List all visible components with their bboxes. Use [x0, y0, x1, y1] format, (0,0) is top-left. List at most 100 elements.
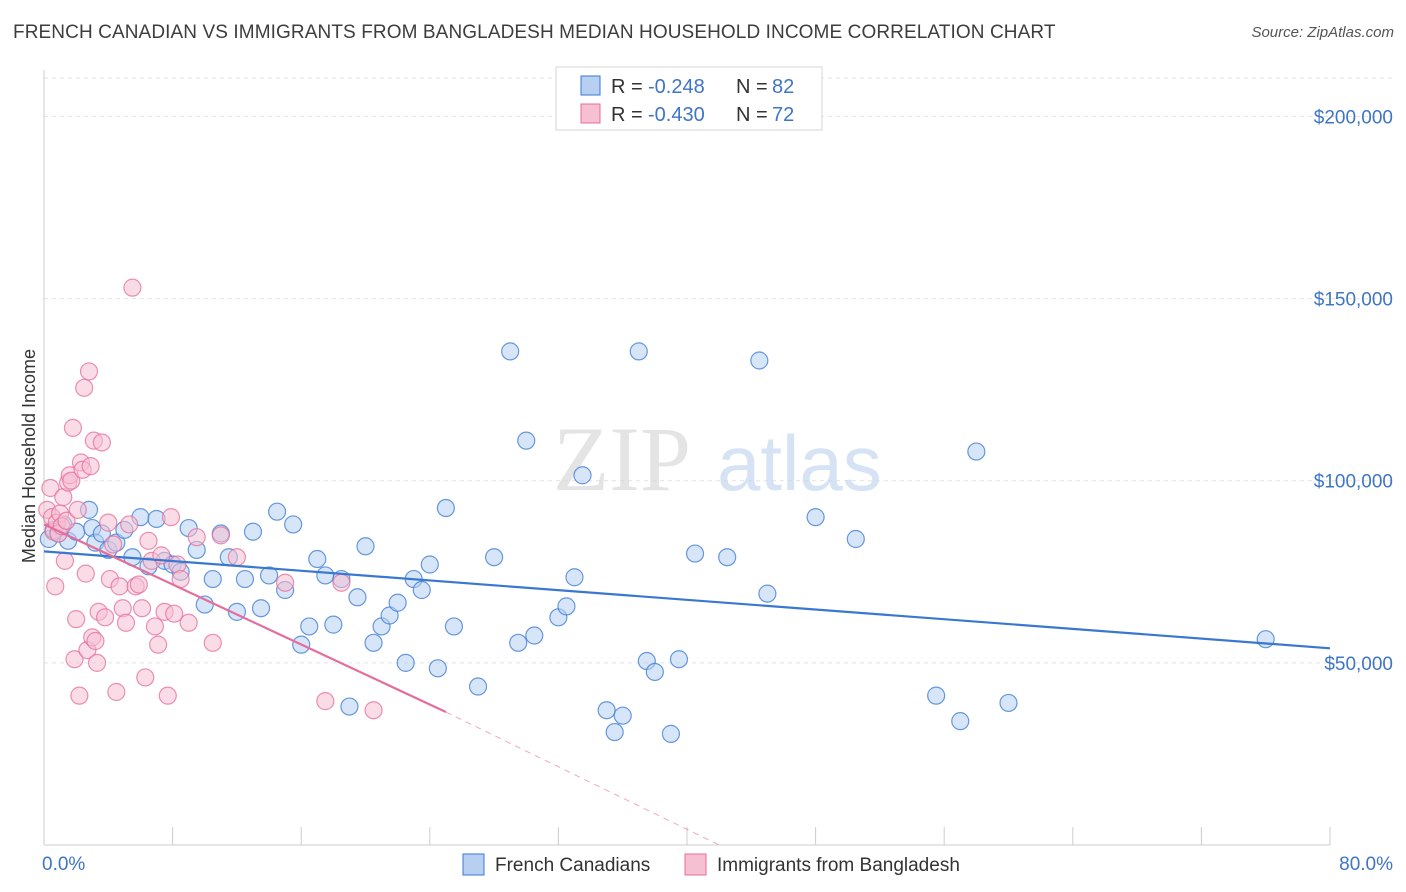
- y-tick-label-0: $50,000: [1324, 654, 1393, 675]
- watermark-atlas: atlas: [717, 419, 882, 507]
- trend-line-extension-1: [445, 711, 720, 846]
- legend-swatch-blue: [580, 75, 601, 96]
- point-french-canadian-66: [613, 706, 632, 725]
- point-bangladesh-63: [276, 573, 295, 592]
- point-bangladesh-15: [63, 418, 83, 437]
- point-bangladesh-41: [120, 515, 139, 534]
- point-french-canadian-61: [557, 597, 576, 616]
- point-french-canadian-81: [999, 693, 1018, 713]
- point-french-canadian-23: [203, 569, 222, 589]
- point-french-canadian-52: [436, 498, 455, 518]
- point-bangladesh-61: [211, 526, 230, 545]
- data-points: [38, 278, 1275, 743]
- point-french-canadian-57: [509, 633, 528, 652]
- point-french-canadian-29: [251, 599, 271, 618]
- point-bangladesh-37: [107, 682, 126, 702]
- point-bangladesh-19: [70, 686, 89, 705]
- legend-n-value-1: 82: [772, 76, 794, 98]
- y-axis-label: Median Household Income: [19, 349, 39, 563]
- point-bangladesh-14: [62, 471, 81, 490]
- watermark: ZIP atlas: [553, 408, 882, 510]
- y-tick-label-3: $200,000: [1314, 107, 1393, 128]
- point-bangladesh-36: [104, 535, 123, 554]
- trend-line-0: [43, 550, 1331, 650]
- legend: R = -0.248 N = 82 R = -0.430 N = 72: [555, 66, 823, 131]
- point-french-canadian-79: [951, 712, 970, 731]
- legend-r-label-2: R =: [611, 104, 643, 126]
- point-french-canadian-40: [340, 697, 359, 716]
- x-tick-label-1: 80.0%: [1339, 854, 1393, 875]
- point-bangladesh-62: [227, 548, 246, 567]
- source-credit: Source: ZipAtlas.com: [1251, 24, 1394, 41]
- point-french-canadian-47: [396, 653, 415, 672]
- point-french-canadian-36: [308, 549, 327, 569]
- point-bangladesh-32: [92, 433, 111, 452]
- point-french-canadian-28: [243, 522, 263, 541]
- point-french-canadian-55: [485, 548, 504, 567]
- point-bangladesh-45: [132, 599, 152, 618]
- point-bangladesh-25: [79, 362, 99, 381]
- point-bangladesh-65: [332, 573, 351, 592]
- bottom-legend-swatch-blue: [462, 853, 485, 876]
- point-bangladesh-22: [75, 378, 94, 397]
- legend-n-label-2: N =: [736, 104, 768, 126]
- point-french-canadian-31: [267, 502, 287, 521]
- point-french-canadian-49: [412, 580, 431, 600]
- y-tick-label-1: $100,000: [1314, 472, 1393, 493]
- point-french-canadian-30: [259, 566, 279, 585]
- point-french-canadian-54: [468, 677, 488, 696]
- chart-title: FRENCH CANADIAN VS IMMIGRANTS FROM BANGL…: [13, 22, 1056, 43]
- point-french-canadian-67: [629, 342, 648, 361]
- point-bangladesh-54: [161, 508, 181, 527]
- point-bangladesh-44: [129, 575, 148, 594]
- point-bangladesh-16: [65, 650, 84, 669]
- bottom-legend-label-blue: French Canadians: [495, 855, 650, 876]
- point-french-canadian-33: [284, 515, 303, 534]
- legend-n-value-2: 72: [772, 104, 794, 126]
- point-bangladesh-18: [68, 500, 87, 519]
- point-french-canadian-73: [718, 548, 737, 567]
- point-bangladesh-49: [145, 617, 165, 636]
- point-bangladesh-59: [187, 528, 206, 547]
- point-french-canadian-27: [235, 569, 255, 589]
- point-french-canadian-51: [428, 659, 447, 678]
- bottom-legend-label-pink: Immigrants from Bangladesh: [717, 855, 960, 876]
- point-bangladesh-1: [41, 478, 60, 498]
- watermark-zip: ZIP: [553, 408, 691, 510]
- point-bangladesh-10: [55, 551, 74, 570]
- point-bangladesh-26: [81, 457, 100, 476]
- point-french-canadian-53: [444, 617, 464, 636]
- point-bangladesh-34: [99, 513, 118, 532]
- x-tick-labels: 0.0% 80.0%: [42, 854, 1393, 875]
- bottom-legend: French Canadians Immigrants from Banglad…: [462, 853, 960, 876]
- point-bangladesh-64: [316, 692, 335, 711]
- point-bangladesh-33: [95, 608, 115, 627]
- legend-r-label-1: R =: [611, 76, 643, 98]
- point-bangladesh-55: [165, 604, 184, 623]
- y-tick-label-2: $150,000: [1314, 290, 1393, 311]
- legend-r-value-2: -0.430: [648, 104, 705, 126]
- point-french-canadian-76: [806, 508, 825, 527]
- point-french-canadian-37: [316, 566, 335, 585]
- point-bangladesh-38: [110, 577, 129, 596]
- point-bangladesh-50: [149, 635, 168, 654]
- trend-lines: [43, 523, 1331, 846]
- point-french-canadian-74: [750, 351, 769, 370]
- point-french-canadian-43: [364, 633, 383, 652]
- legend-swatch-pink: [580, 103, 601, 124]
- legend-n-label-1: N =: [736, 76, 768, 98]
- point-bangladesh-46: [136, 668, 155, 687]
- point-french-canadian-80: [967, 442, 986, 461]
- point-french-canadian-35: [300, 617, 319, 636]
- point-french-canadian-82: [1256, 630, 1275, 649]
- point-bangladesh-4: [46, 577, 65, 596]
- point-bangladesh-42: [123, 278, 142, 297]
- point-bangladesh-29: [86, 631, 105, 651]
- trend-line-1: [43, 523, 447, 714]
- point-french-canadian-69: [645, 662, 664, 682]
- point-french-canadian-46: [388, 593, 407, 612]
- point-french-canadian-77: [846, 529, 865, 549]
- point-french-canadian-70: [661, 724, 681, 743]
- point-french-canadian-38: [324, 615, 343, 634]
